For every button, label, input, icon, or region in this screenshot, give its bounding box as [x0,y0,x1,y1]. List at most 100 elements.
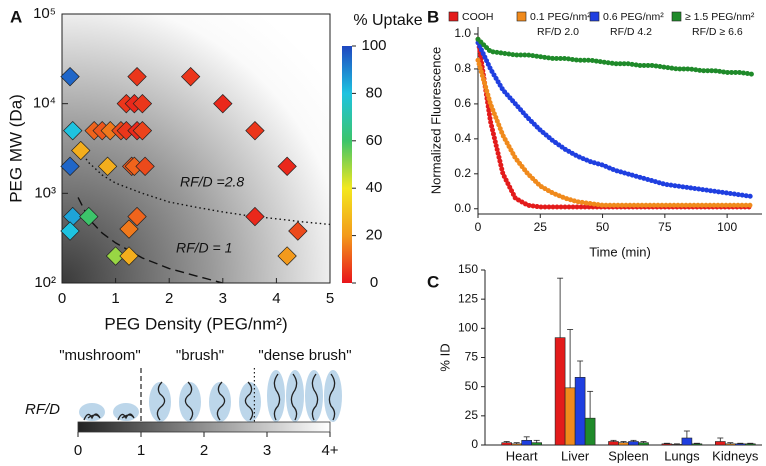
data-point [127,206,147,227]
y-tick-label: 0 [471,437,478,451]
panel-label: C [427,272,439,291]
data-point [100,120,120,141]
y-tick-label: 150 [458,262,478,276]
legend-swatch [671,11,682,22]
bar [638,442,649,446]
x-tick-label: 50 [596,220,610,234]
rf-gradient-bar [77,421,331,433]
legend-swatch [516,11,527,22]
x-axis-title: Time (min) [589,244,651,259]
data-point [132,93,153,114]
x-tick-label: 5 [326,290,334,307]
data-point [277,156,297,177]
x-tick-label: 2 [165,290,173,307]
legend-swatch [589,11,600,22]
colorbar-tick-label: 80 [366,84,383,101]
data-point [119,246,139,266]
y-axis-title: Normalized Fluorescence [428,47,443,194]
plot-background [62,14,330,283]
y-tick-label: 100 [458,321,478,335]
bar [724,443,736,446]
rf-axis-label: RF/D [25,401,60,418]
axes-frame [61,13,331,284]
data-point [63,206,83,227]
data-point [63,120,83,141]
data-point [124,156,145,177]
curve-label: RF/D = 1 [176,240,232,256]
data-point [119,219,139,239]
rf-tick-label: 1 [137,442,145,459]
data-point [180,66,201,87]
bar [691,443,703,446]
legend-sublabel: RF/D ≥ 6.6 [692,26,743,38]
rf-tick-label: 4+ [321,442,338,459]
x-tick-label: 0 [58,290,66,307]
legend-sublabel: RF/D 2.0 [537,26,579,38]
rf-tick-label: 2 [200,442,208,459]
colorbar-tick-label: 0 [370,274,378,291]
bar [734,443,746,446]
x-tick-label: 1 [111,290,119,307]
y-axis-title: % ID [437,343,452,371]
data-point [127,66,147,87]
regime-label: "dense brush" [258,347,351,364]
y-tick-label: 10⁴ [33,95,56,112]
x-tick-label: 0 [475,220,482,234]
data-point [71,140,91,161]
panel-label: B [427,7,439,26]
data-point [105,246,126,266]
y-tick-label: 75 [465,350,479,364]
curve-label: RF/D =2.8 [180,174,244,190]
bar [671,444,683,446]
y-tick-label: 10² [34,274,56,291]
data-point [60,156,80,177]
y-tick-label: 50 [465,379,479,393]
bar [511,443,523,446]
y-tick-label: 125 [458,291,478,305]
schematic-cartoons [79,370,342,422]
x-tick-label: Spleen [608,448,648,463]
colorbar-title: % Uptake [353,12,422,29]
colorbar-tick-label: 40 [366,179,383,196]
bar [714,441,726,446]
rf-tick-label: 3 [263,442,271,459]
y-tick-label: 1.0 [454,26,471,40]
legend-label: 0.6 PEG/nm² [603,11,664,23]
y-tick-label: 0.2 [454,166,471,180]
x-tick-label: Heart [506,448,538,463]
x-tick-label: 100 [717,220,737,234]
panel-label: A [10,7,22,26]
y-axis-title: PEG MW (Da) [6,94,25,203]
data-point [245,206,265,227]
bar [574,377,586,446]
y-tick-label: 10⁵ [33,5,56,22]
bar [531,442,543,446]
x-tick-label: 3 [219,290,227,307]
x-axis-title: PEG Density (PEG/nm²) [104,314,287,333]
data-point [277,246,297,266]
x-tick-label: 25 [534,220,548,234]
colorbar [342,46,352,283]
boundary-curve [77,147,331,226]
y-tick-label: 0.6 [454,96,471,110]
bar [618,442,629,446]
rf-tick-label: 0 [74,442,82,459]
x-tick-label: 75 [658,220,672,234]
legend-label: COOH [462,11,494,23]
bar [681,437,693,446]
regime-label: "brush" [176,347,224,364]
y-tick-label: 25 [465,408,479,422]
colorbar-tick-label: 20 [366,227,383,244]
y-tick-label: 0.4 [454,131,471,145]
data-point [79,206,99,227]
series-line [475,57,755,208]
legend-swatch [448,11,459,22]
bar [608,441,619,446]
x-tick-label: Liver [561,448,590,463]
legend-label: 0.1 PEG/nm² [530,11,591,23]
bar [564,387,576,446]
x-tick-label: Kidneys [712,448,759,463]
data-point [97,156,118,177]
bar [744,443,756,446]
